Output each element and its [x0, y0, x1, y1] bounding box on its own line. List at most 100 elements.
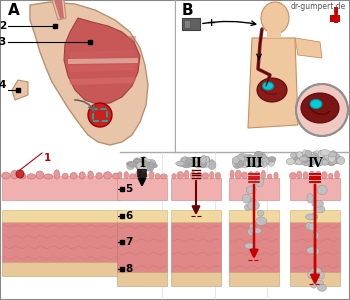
Ellipse shape — [161, 174, 167, 179]
Ellipse shape — [239, 156, 247, 160]
Ellipse shape — [241, 159, 248, 164]
Ellipse shape — [337, 157, 343, 163]
Ellipse shape — [140, 164, 147, 168]
Bar — [2, 176, 120, 180]
Ellipse shape — [141, 159, 150, 163]
Ellipse shape — [129, 174, 136, 179]
Ellipse shape — [200, 160, 208, 167]
Text: II: II — [190, 157, 202, 170]
Ellipse shape — [185, 159, 193, 164]
Ellipse shape — [192, 157, 198, 163]
Ellipse shape — [311, 213, 318, 220]
Ellipse shape — [251, 159, 258, 166]
Ellipse shape — [301, 159, 308, 164]
Ellipse shape — [184, 157, 194, 162]
Ellipse shape — [328, 160, 335, 166]
Ellipse shape — [147, 160, 156, 168]
Ellipse shape — [202, 172, 209, 179]
Bar — [229, 178, 279, 200]
Ellipse shape — [54, 170, 60, 179]
Text: III: III — [245, 157, 263, 170]
Ellipse shape — [196, 161, 202, 167]
Ellipse shape — [136, 164, 142, 169]
Ellipse shape — [244, 243, 256, 249]
Ellipse shape — [177, 172, 184, 179]
Ellipse shape — [257, 161, 265, 166]
Text: B: B — [182, 3, 194, 18]
Text: 4: 4 — [0, 80, 6, 90]
Ellipse shape — [144, 162, 151, 169]
Ellipse shape — [308, 271, 314, 278]
Ellipse shape — [257, 78, 287, 102]
Ellipse shape — [248, 201, 260, 210]
Ellipse shape — [136, 170, 142, 179]
Ellipse shape — [333, 154, 340, 160]
Ellipse shape — [260, 153, 266, 160]
Ellipse shape — [232, 159, 238, 167]
Bar — [267, 22, 281, 38]
Ellipse shape — [44, 174, 53, 179]
Bar — [117, 272, 167, 286]
Ellipse shape — [268, 157, 276, 162]
Text: !: ! — [331, 7, 341, 27]
Ellipse shape — [304, 156, 313, 163]
Bar — [182, 18, 200, 30]
Ellipse shape — [324, 153, 331, 160]
Ellipse shape — [187, 158, 194, 164]
Ellipse shape — [27, 174, 36, 179]
Polygon shape — [30, 2, 148, 145]
Bar — [290, 210, 340, 222]
Ellipse shape — [330, 157, 338, 164]
Ellipse shape — [296, 171, 302, 179]
Text: IV: IV — [307, 157, 323, 170]
Polygon shape — [68, 58, 138, 64]
Ellipse shape — [183, 158, 189, 165]
Ellipse shape — [307, 247, 317, 254]
Polygon shape — [52, 0, 66, 20]
Bar — [290, 178, 340, 200]
Bar — [117, 222, 167, 272]
Ellipse shape — [247, 155, 256, 164]
Ellipse shape — [313, 151, 320, 158]
Ellipse shape — [235, 170, 242, 179]
Bar — [330, 15, 340, 22]
Ellipse shape — [317, 185, 327, 195]
Ellipse shape — [104, 172, 112, 179]
Ellipse shape — [70, 172, 77, 179]
Ellipse shape — [147, 162, 154, 171]
Ellipse shape — [310, 156, 320, 162]
Ellipse shape — [242, 172, 247, 179]
Ellipse shape — [307, 194, 313, 203]
Ellipse shape — [310, 154, 316, 161]
Ellipse shape — [240, 159, 250, 168]
Ellipse shape — [250, 198, 257, 208]
Text: 1: 1 — [44, 153, 51, 163]
Ellipse shape — [195, 161, 202, 168]
Ellipse shape — [258, 155, 264, 163]
Ellipse shape — [330, 151, 336, 158]
Ellipse shape — [128, 162, 137, 167]
Text: 2: 2 — [0, 21, 6, 31]
Bar — [171, 222, 221, 272]
Ellipse shape — [274, 172, 278, 179]
Ellipse shape — [306, 160, 314, 165]
Ellipse shape — [139, 163, 145, 168]
Ellipse shape — [299, 157, 308, 161]
Ellipse shape — [302, 150, 308, 158]
Ellipse shape — [146, 162, 151, 171]
Ellipse shape — [315, 160, 324, 165]
Polygon shape — [12, 80, 28, 100]
Ellipse shape — [261, 161, 267, 167]
Ellipse shape — [326, 158, 331, 163]
Ellipse shape — [315, 280, 324, 285]
Ellipse shape — [247, 154, 252, 163]
Ellipse shape — [245, 160, 252, 167]
Ellipse shape — [313, 232, 319, 239]
Ellipse shape — [255, 159, 263, 164]
Ellipse shape — [309, 158, 318, 164]
Ellipse shape — [172, 173, 176, 179]
Ellipse shape — [132, 161, 140, 167]
Ellipse shape — [233, 160, 241, 169]
Ellipse shape — [235, 160, 244, 168]
Ellipse shape — [328, 173, 333, 179]
